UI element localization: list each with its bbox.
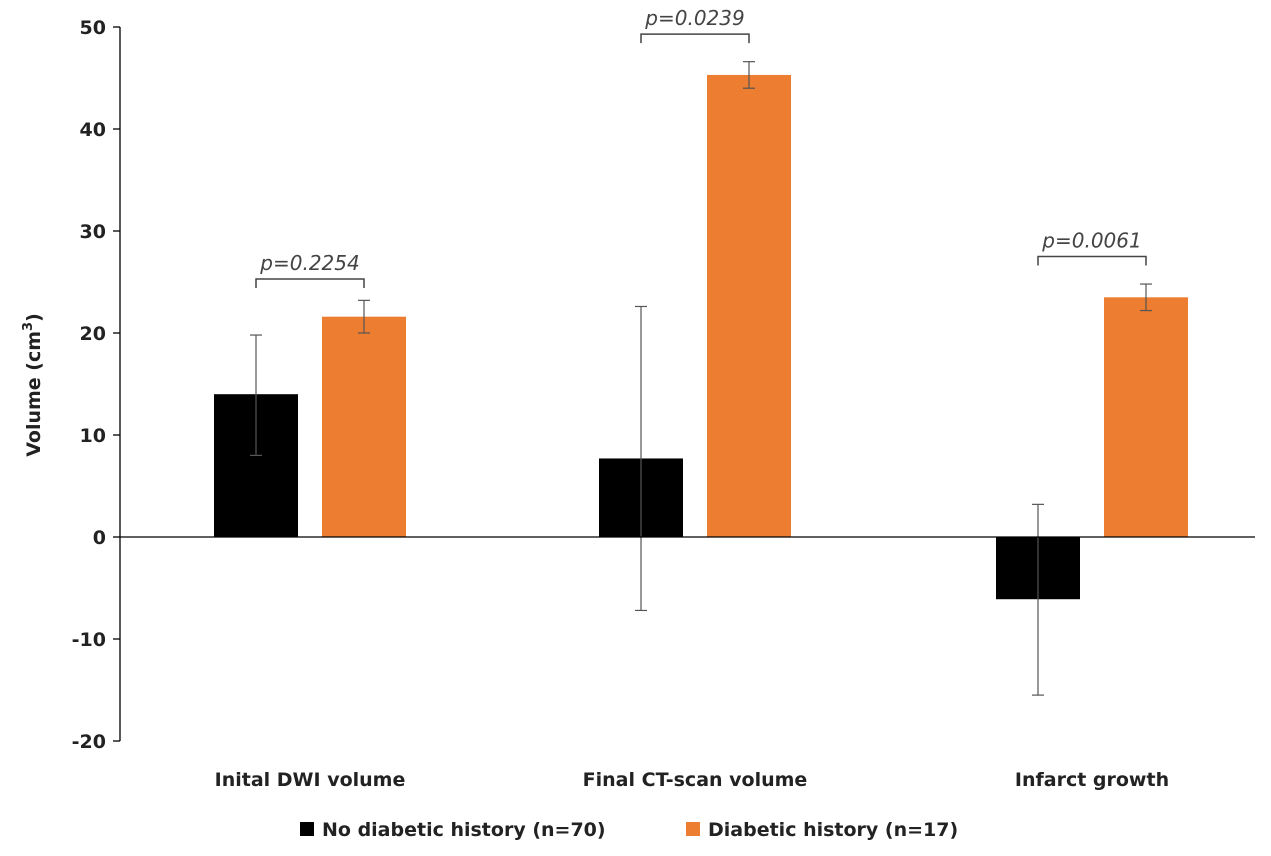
error-bar-series-0-cat-1 bbox=[635, 305, 647, 612]
significance-bracket bbox=[255, 278, 365, 288]
y-tick-label: 50 bbox=[80, 17, 106, 39]
p-value-annotation-0: p=0.2254 bbox=[255, 251, 365, 288]
legend-label: No diabetic history (n=70) bbox=[322, 819, 606, 841]
error-bar-series-1-cat-1 bbox=[743, 61, 755, 89]
y-axis-title: Volume (cm3) bbox=[21, 313, 45, 457]
y-axis: -20 -10 0 10 20 30 40 50 bbox=[72, 17, 121, 753]
legend-label: Diabetic history (n=17) bbox=[708, 819, 958, 841]
significance-bracket bbox=[640, 33, 750, 44]
error-bar-series-1-cat-0 bbox=[358, 299, 370, 334]
y-tick-label: 0 bbox=[93, 527, 106, 549]
y-axis-title-group: Volume (cm3) bbox=[21, 313, 45, 457]
error-bar-series-1-cat-2 bbox=[1140, 283, 1152, 312]
bar-series-1-cat-1 bbox=[707, 74, 791, 537]
y-tick-label: 10 bbox=[80, 425, 106, 447]
legend-item-0: No diabetic history (n=70) bbox=[300, 819, 606, 841]
y-axis-title-superscript: 3 bbox=[21, 322, 36, 331]
legend-swatch bbox=[300, 822, 314, 836]
category-label-2: Infarct growth bbox=[1015, 769, 1169, 791]
y-tick-label: 20 bbox=[80, 323, 106, 345]
category-label-0: Inital DWI volume bbox=[215, 769, 406, 791]
p-value-annotations: p=0.2254 p=0.0239 p=0.0061 bbox=[255, 6, 1147, 288]
y-tick-label: -10 bbox=[72, 629, 106, 651]
y-tick-label: 40 bbox=[80, 119, 106, 141]
error-bar-series-0-cat-2 bbox=[1032, 503, 1044, 696]
legend-swatch bbox=[686, 822, 700, 836]
error-bar-series-0-cat-0 bbox=[250, 334, 262, 456]
significance-bracket bbox=[1037, 255, 1147, 266]
bar-series-1-cat-0 bbox=[322, 316, 406, 537]
error-bars bbox=[250, 61, 1152, 696]
legend: No diabetic history (n=70) Diabetic histo… bbox=[300, 819, 958, 841]
category-label-1: Final CT-scan volume bbox=[583, 769, 808, 791]
legend-item-1: Diabetic history (n=17) bbox=[686, 819, 958, 841]
y-axis-title-main: Volume (cm bbox=[23, 331, 45, 457]
y-tick-label: -20 bbox=[72, 731, 106, 753]
y-tick-label: 30 bbox=[80, 221, 106, 243]
p-value-annotation-2: p=0.0061 bbox=[1037, 229, 1147, 266]
category-labels: Inital DWI volume Final CT-scan volume Inf… bbox=[215, 769, 1169, 791]
p-value-annotation-1: p=0.0239 bbox=[640, 6, 750, 44]
p-value-label: p=0.2254 bbox=[259, 251, 359, 275]
bars bbox=[214, 74, 1188, 600]
p-value-label: p=0.0061 bbox=[1041, 229, 1141, 253]
p-value-label: p=0.0239 bbox=[644, 6, 744, 30]
y-axis-title-close: ) bbox=[23, 313, 45, 322]
bar-series-1-cat-2 bbox=[1104, 297, 1188, 537]
